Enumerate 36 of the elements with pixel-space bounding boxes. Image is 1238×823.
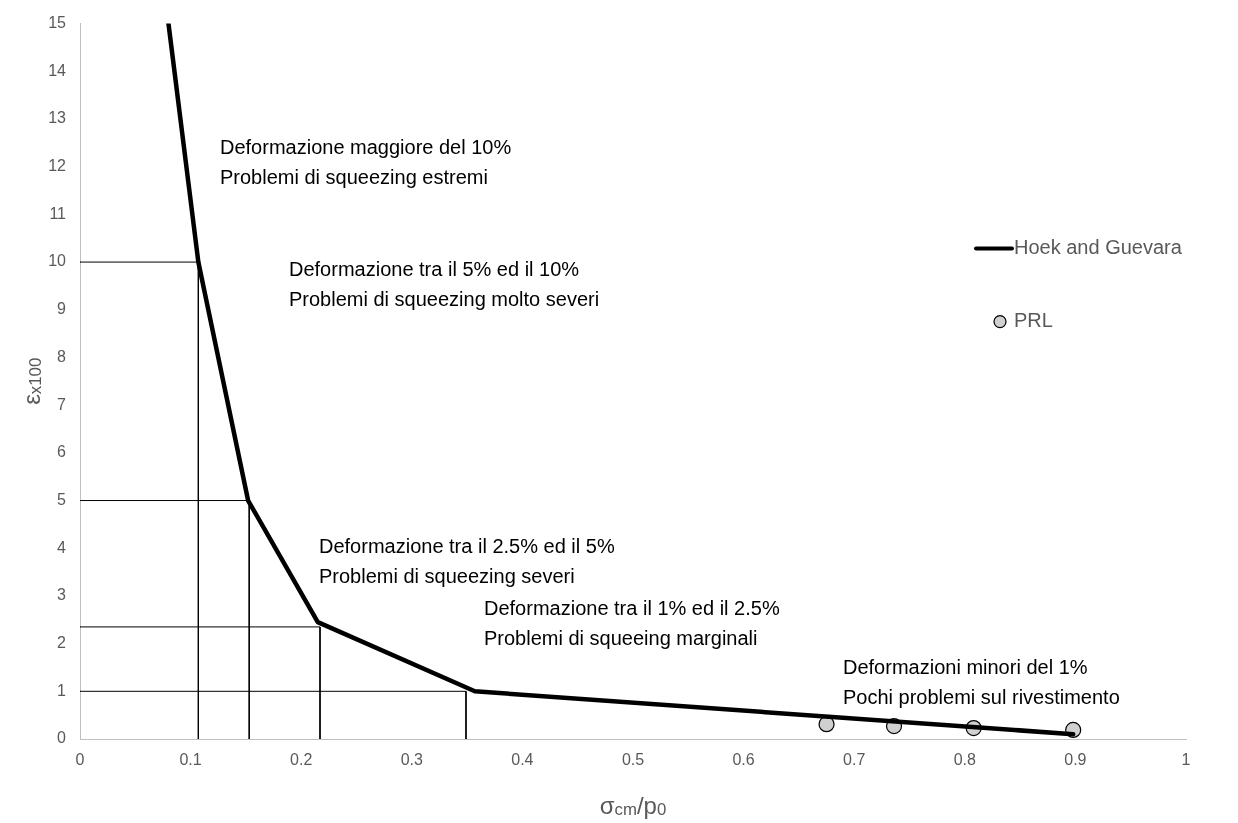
y-tick-label: 4	[57, 538, 67, 556]
x-tick-label: 0.7	[843, 751, 866, 769]
y-tick-label: 9	[57, 300, 67, 318]
y-tick-label: 1	[57, 681, 67, 699]
legend-label: PRL	[1014, 309, 1053, 332]
y-tick-label: 2	[57, 634, 67, 652]
annotation: Deformazione maggiore del 10% Problemi di squeezing estremi	[220, 135, 512, 188]
x-tick-label: 0.8	[953, 751, 977, 769]
x-tick-label: 1	[1181, 751, 1191, 769]
y-tick-label: 11	[49, 204, 67, 222]
legend-label: Hoek and Guevara	[1014, 236, 1183, 259]
y-tick-label: 14	[48, 61, 67, 79]
annotation: Deformazione tra il 5% ed il 10% Problemi di squeezing molto severi	[289, 257, 600, 310]
y-tick-label: 0	[57, 729, 67, 747]
y-tick-label: 15	[48, 14, 67, 32]
x-tick-label: 0.4	[511, 751, 534, 769]
y-tick-label: 12	[48, 157, 67, 175]
x-tick-label: 0.1	[179, 751, 202, 769]
y-tick-label: 10	[48, 252, 67, 270]
y-tick-label: 5	[57, 490, 67, 508]
x-tick-label: 0	[75, 751, 85, 769]
x-tick-label: 0.6	[732, 751, 755, 769]
x-tick-label: 0.5	[621, 751, 645, 769]
y-tick-label: 6	[57, 443, 67, 461]
x-axis-title: σcm/p0	[599, 792, 667, 820]
annotation: Deformazione tra il 1% ed il 2.5% Problemi di squeeing marginali	[484, 596, 780, 649]
y-tick-label: 7	[57, 395, 67, 413]
x-tick-label: 0.2	[290, 751, 313, 769]
y-tick-label: 13	[48, 109, 67, 127]
x-tick-label: 0.9	[1064, 751, 1087, 769]
x-tick-label: 0.3	[400, 751, 424, 769]
annotation: Deformazione tra il 2.5% ed il 5% Problemi di squeezing severi	[319, 534, 615, 587]
y-tick-label: 3	[57, 586, 67, 604]
y-axis-title: εx100	[18, 357, 46, 405]
y-tick-label: 8	[57, 347, 67, 365]
annotation: Deformazioni minori del 1% Pochi problemi sul rivestimento	[843, 655, 1120, 708]
